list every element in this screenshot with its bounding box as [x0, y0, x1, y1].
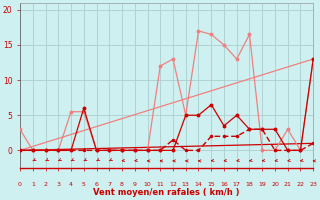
- X-axis label: Vent moyen/en rafales ( km/h ): Vent moyen/en rafales ( km/h ): [93, 188, 240, 197]
